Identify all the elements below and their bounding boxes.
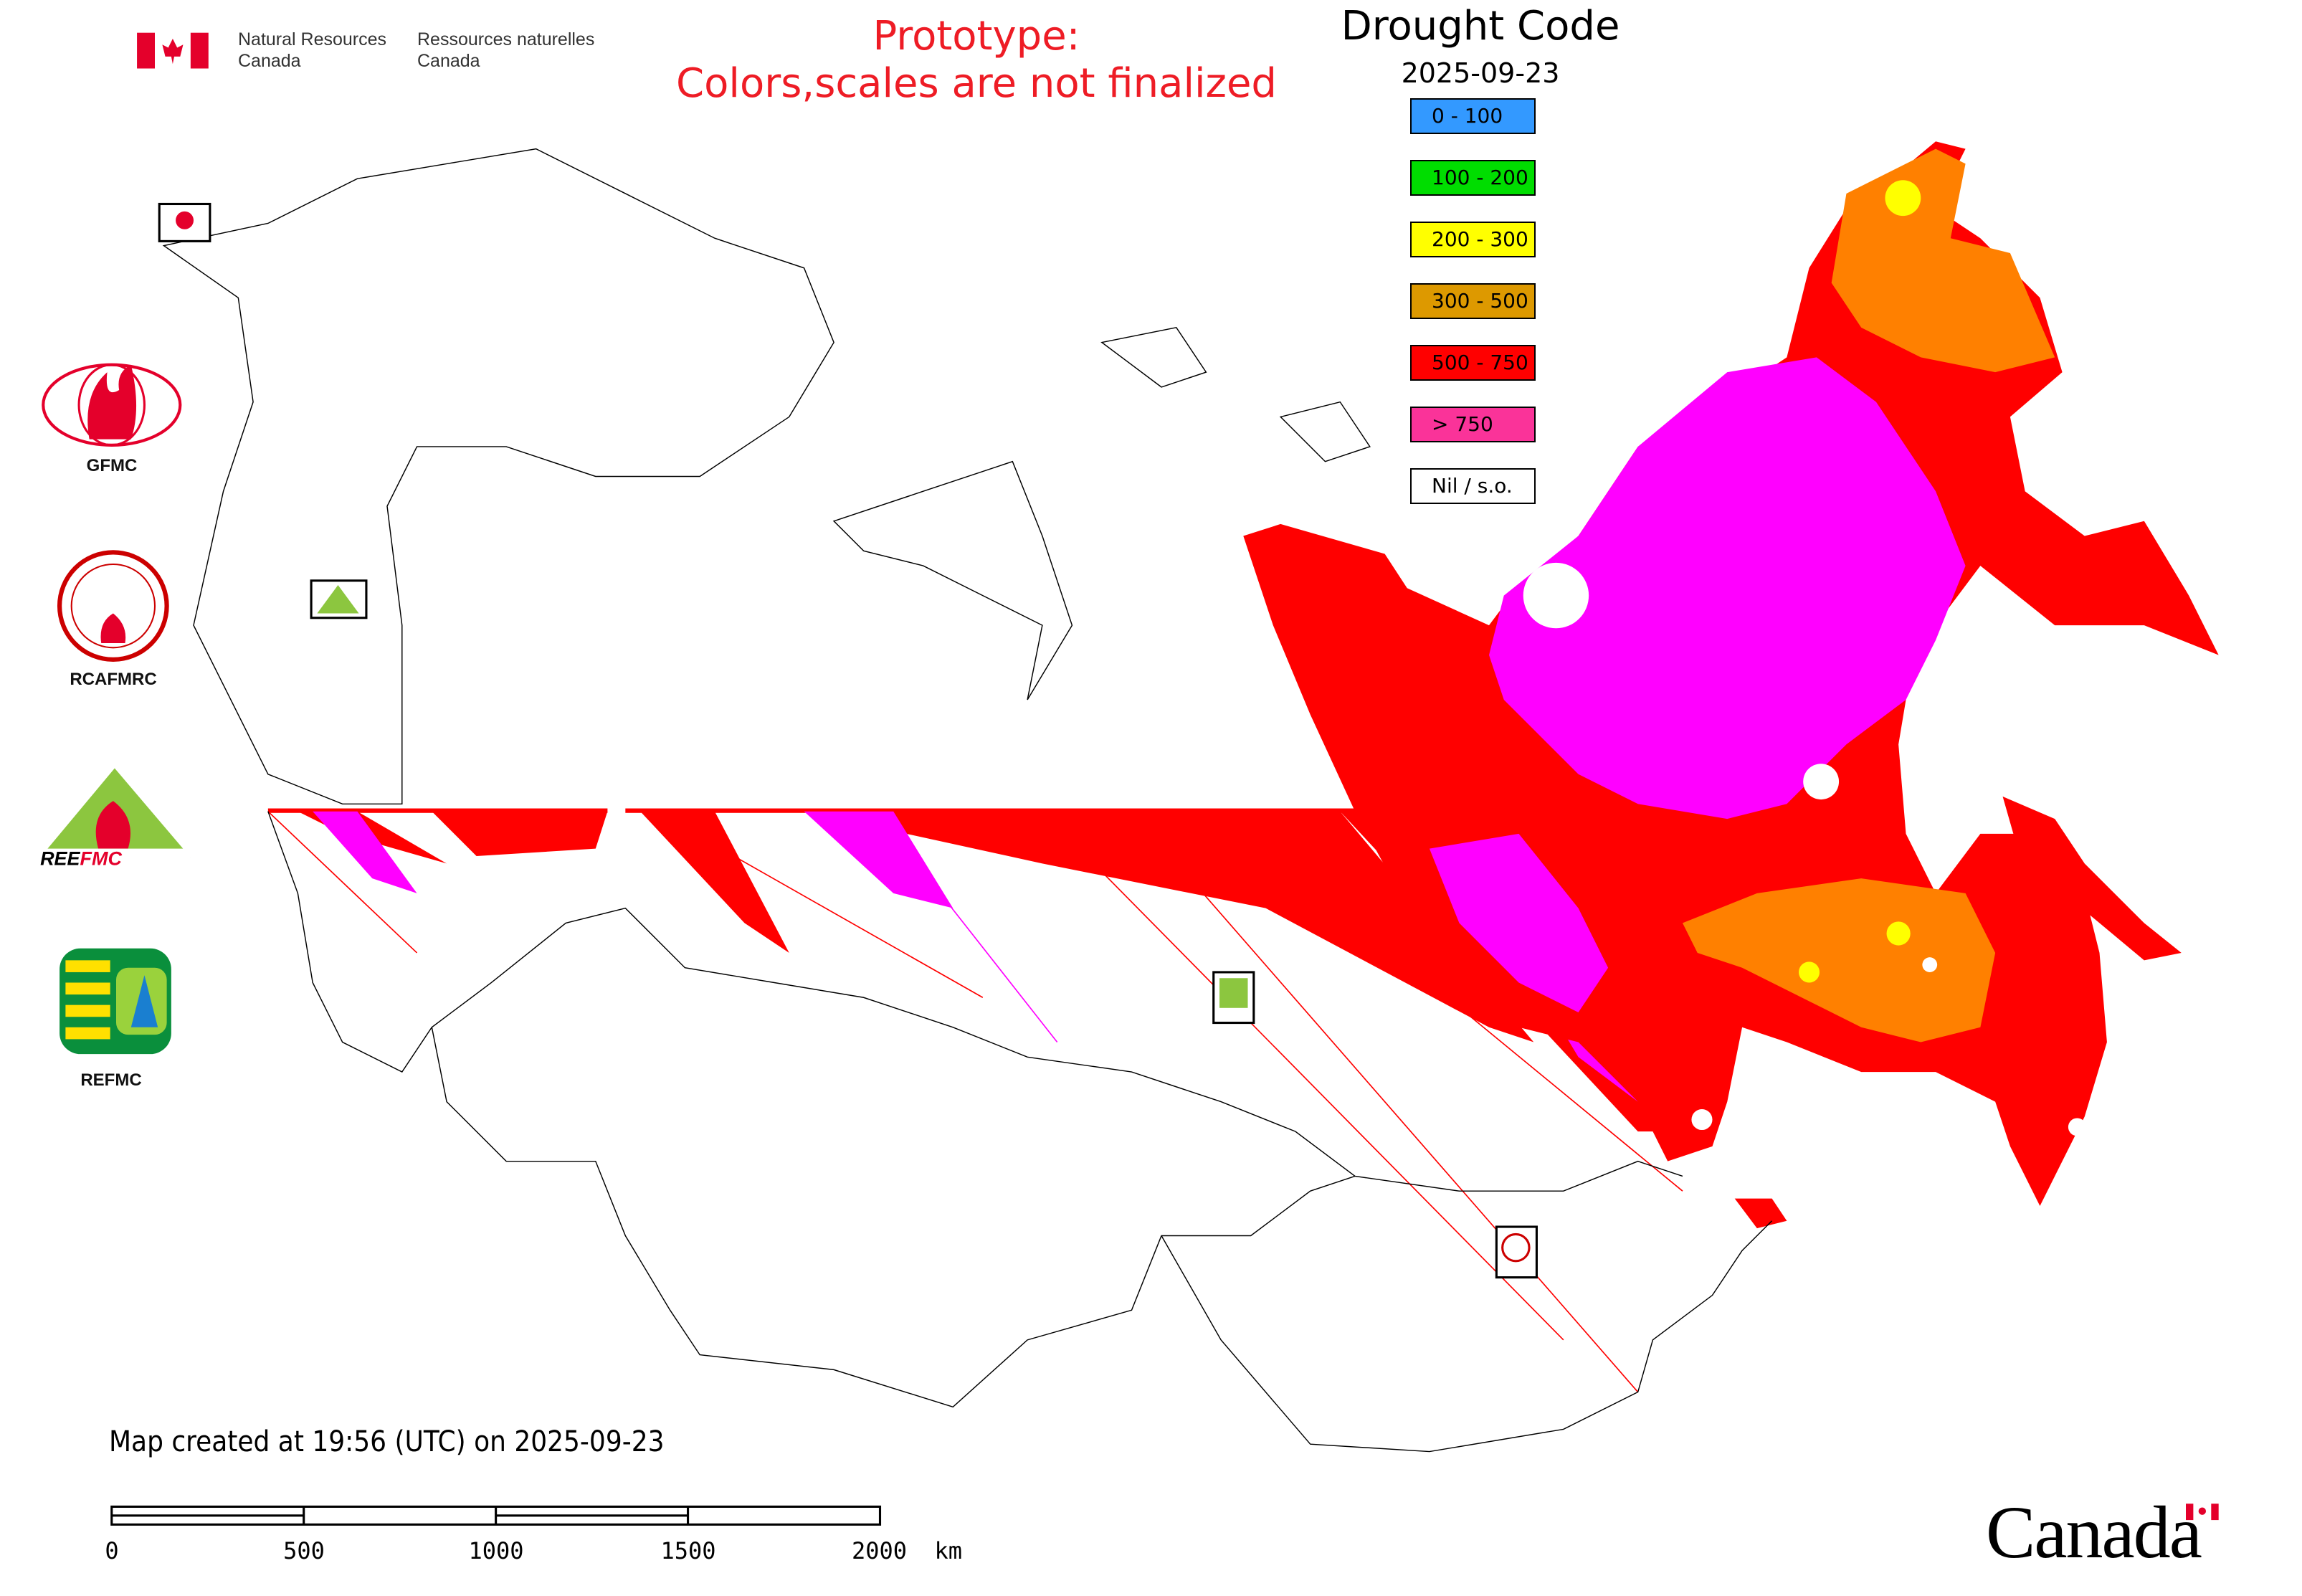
canada-wordmark: Canada	[1986, 1491, 2202, 1574]
reefmc-logo: REEFMC	[40, 768, 191, 869]
legend-item-0-100: 0 - 100	[1410, 98, 1536, 134]
legend-date: 2025-09-23	[1401, 57, 1560, 89]
prototype-notice-line1: Prototype:	[872, 13, 1080, 60]
prototype-notice: Prototype: Colors,scales are not finaliz…	[618, 13, 1335, 108]
legend-item-200-300: 200 - 300	[1410, 222, 1536, 257]
scale-label-500: 500	[283, 1537, 325, 1564]
gfmc-logo	[42, 363, 182, 447]
svg-text:REEFMC: REEFMC	[40, 847, 122, 869]
refmc-label: REFMC	[80, 1070, 142, 1090]
legend-item-500-750: 500 - 750	[1410, 345, 1536, 381]
legend-title: Drought Code	[1341, 3, 1620, 49]
org-name-en: Natural Resources Canada	[238, 29, 386, 72]
legend-item-over-750: > 750	[1410, 407, 1536, 442]
region-300-500-south	[1682, 878, 1996, 1042]
rcafmrc-label: RCAFMRC	[70, 670, 157, 689]
legend-item-300-500: 300 - 500	[1410, 283, 1536, 319]
nil-spot	[1803, 764, 1840, 800]
legend-item-nil: Nil / s.o.	[1410, 468, 1536, 504]
gfmc-label: GFMC	[86, 456, 138, 475]
region-over-750	[1488, 357, 1966, 820]
prototype-notice-line2: Colors,scales are not finalized	[676, 60, 1277, 107]
data-thin-streaks	[267, 810, 1683, 1393]
org-name-en-line1: Natural Resources	[238, 29, 387, 49]
org-name-en-line2: Canada	[238, 51, 301, 71]
scale-label-1500: 1500	[660, 1537, 716, 1564]
nil-spot	[2068, 1118, 2086, 1136]
nil-spot	[1922, 957, 1938, 972]
canada-flag-icon	[137, 32, 209, 69]
rcafmrc-logo	[57, 550, 169, 662]
scale-label-2000-km: 2000 km	[851, 1537, 963, 1564]
region-200-300	[1798, 961, 1820, 983]
nil-spot	[1691, 1108, 1713, 1131]
refmc-marker-icon	[1219, 978, 1248, 1008]
reefmc-marker-icon	[317, 585, 359, 614]
scale-label-0: 0	[105, 1537, 119, 1564]
scale-label-1000: 1000	[468, 1537, 524, 1564]
nil-spot	[1523, 562, 1589, 629]
org-name-fr-line1: Ressources naturelles	[417, 29, 595, 49]
gfmc-marker-icon	[176, 211, 194, 229]
org-name-fr-line2: Canada	[417, 51, 480, 71]
country-boundaries	[162, 148, 1773, 1453]
refmc-logo	[60, 948, 171, 1055]
rcafmrc-marker-icon	[1501, 1232, 1531, 1263]
region-over-750-south	[1429, 833, 1609, 1013]
legend-item-100-200: 100 - 200	[1410, 160, 1536, 196]
region-200-300	[1886, 921, 1911, 946]
map-created-timestamp: Map created at 19:56 (UTC) on 2025-09-23	[109, 1425, 665, 1458]
org-name-fr: Ressources naturelles Canada	[417, 29, 594, 72]
canada-wordmark-flag-icon	[2185, 1504, 2219, 1521]
scale-bar	[110, 1505, 882, 1526]
region-east-peninsula	[2002, 796, 2182, 961]
region-island	[1734, 1198, 1787, 1229]
region-200-300	[1885, 180, 1921, 217]
